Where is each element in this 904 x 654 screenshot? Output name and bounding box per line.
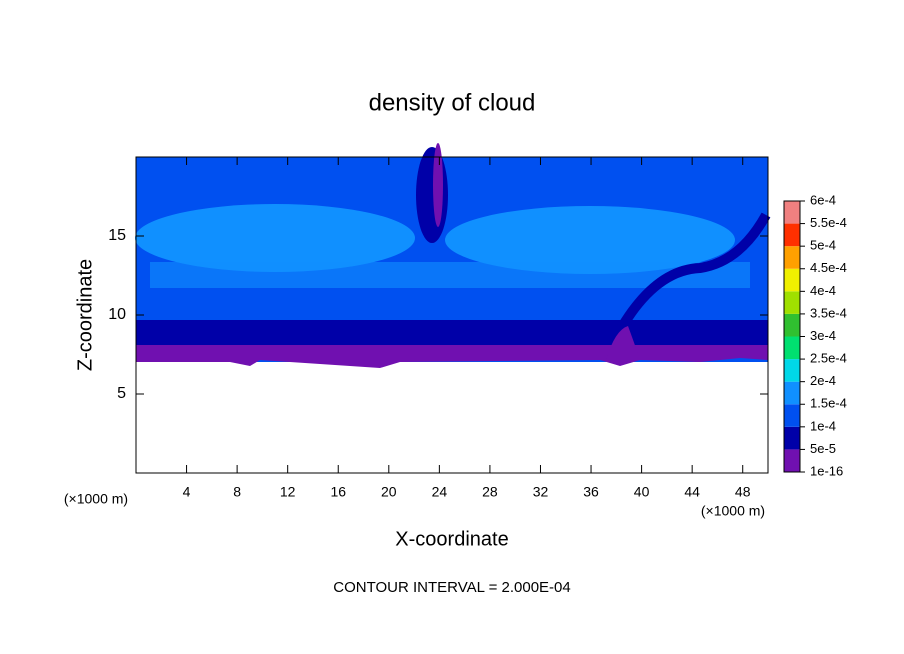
x-tick-label: 32 — [533, 484, 549, 500]
colorbar-tick-label: 5.5e-4 — [810, 215, 847, 230]
x-tick-label: 36 — [583, 484, 599, 500]
colorbar-band — [784, 201, 800, 224]
y-tick-label: 15 — [108, 227, 126, 244]
colorbar-band — [784, 404, 800, 427]
colorbar-tick-label: 3.5e-4 — [810, 305, 847, 320]
y-axis-label: Z-coordinate — [74, 259, 96, 371]
field-band — [150, 262, 750, 288]
colorbar-band — [784, 313, 800, 337]
x-tick-label: 4 — [183, 484, 191, 500]
colorbar-band — [784, 449, 800, 472]
colorbar-band — [784, 223, 800, 247]
x-tick-label: 24 — [432, 484, 448, 500]
annotation: CONTOUR INTERVAL = 2.000E-04 — [333, 579, 570, 596]
colorbar-tick-label: 1.5e-4 — [810, 396, 847, 411]
field-plume — [416, 147, 448, 243]
colorbar-tick-label: 2e-4 — [810, 373, 836, 388]
colorbar-tick-label: 5e-5 — [810, 441, 836, 456]
x-tick-label: 8 — [233, 484, 241, 500]
chart-title: density of cloud — [369, 89, 536, 116]
field-arc — [607, 212, 771, 348]
colorbar-tick-label: 4e-4 — [810, 283, 836, 298]
colorbar-tick-label: 2.5e-4 — [810, 351, 847, 366]
colorbar-band — [784, 359, 800, 382]
colorbar-band — [784, 246, 800, 269]
x-tick-label: 28 — [482, 484, 498, 500]
field-blob — [135, 204, 415, 272]
field-plume — [433, 143, 443, 227]
y-tick-label: 5 — [117, 385, 126, 402]
x-tick-label: 12 — [280, 484, 296, 500]
colorbar-band — [784, 426, 800, 450]
field-blob — [445, 206, 735, 274]
colorbar-tick-label: 1e-4 — [810, 418, 836, 433]
colorbar-tick-label: 6e-4 — [810, 192, 836, 207]
x-unit: (×1000 m) — [701, 503, 765, 519]
x-tick-label: 20 — [381, 484, 397, 500]
x-tick-label: 40 — [634, 484, 650, 500]
field-band — [136, 345, 768, 368]
field-bump — [606, 326, 640, 360]
x-tick-label: 44 — [684, 484, 700, 500]
field-band — [136, 320, 768, 346]
colorbar-tick-label: 1e-16 — [810, 463, 843, 478]
x-axis-label: X-coordinate — [395, 528, 508, 550]
y-tick-label: 10 — [108, 306, 126, 323]
contour-field — [135, 143, 771, 368]
colorbar-band — [784, 336, 800, 360]
colorbar-band — [784, 381, 800, 405]
colorbar-tick-label: 3e-4 — [810, 328, 836, 343]
colorbar-band — [784, 291, 800, 314]
colorbar-tick-label: 4.5e-4 — [810, 260, 847, 275]
colorbar-tick-label: 5e-4 — [810, 238, 836, 253]
colorbar-band — [784, 268, 800, 292]
x-tick-label: 48 — [735, 484, 751, 500]
y-unit: (×1000 m) — [64, 491, 128, 507]
x-tick-label: 16 — [330, 484, 346, 500]
